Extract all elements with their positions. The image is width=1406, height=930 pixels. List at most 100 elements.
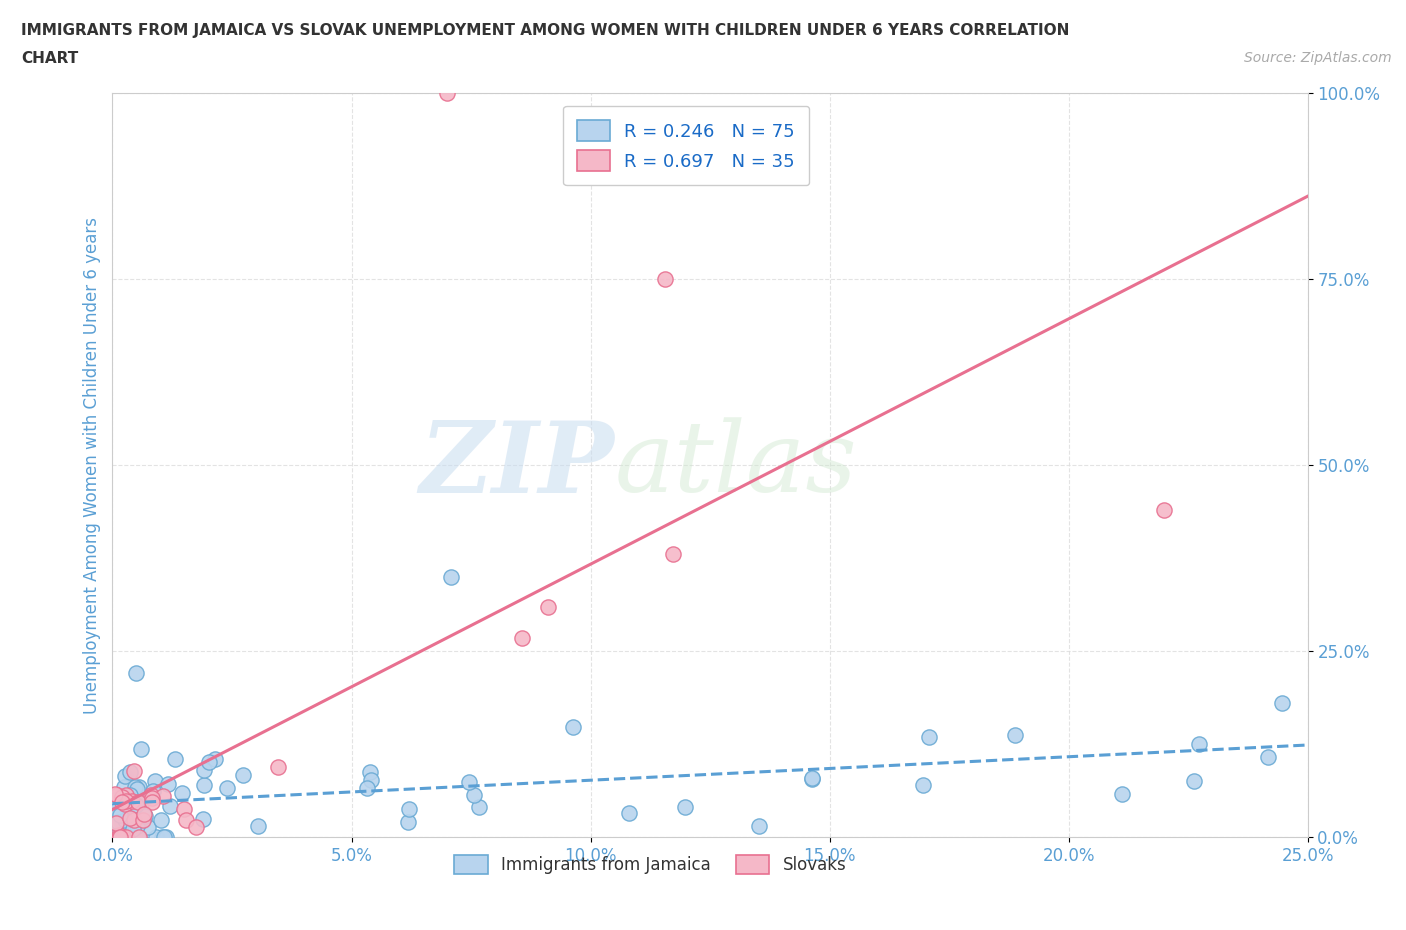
Point [440, 569, 463, 584]
Point [654, 272, 676, 286]
Point [748, 819, 770, 834]
Point [136, 820, 159, 835]
Point [134, 806, 156, 821]
Point [107, 828, 129, 843]
Point [115, 830, 138, 844]
Point [108, 830, 131, 844]
Point [267, 759, 290, 774]
Point [398, 802, 420, 817]
Point [157, 777, 180, 791]
Point [108, 807, 131, 822]
Point [125, 798, 148, 813]
Point [128, 780, 150, 795]
Point [232, 767, 254, 782]
Point [111, 790, 134, 804]
Point [139, 788, 162, 803]
Point [1153, 502, 1175, 517]
Point [436, 86, 458, 100]
Text: CHART: CHART [21, 51, 79, 66]
Point [800, 771, 823, 786]
Point [191, 811, 214, 826]
Point [124, 764, 146, 778]
Point [1188, 737, 1211, 751]
Point [104, 787, 127, 802]
Point [141, 790, 163, 805]
Point [617, 805, 640, 820]
Point [114, 796, 136, 811]
Point [115, 794, 138, 809]
Point [127, 818, 149, 833]
Point [114, 788, 136, 803]
Point [110, 830, 132, 844]
Point [155, 830, 177, 844]
Point [104, 792, 127, 807]
Point [801, 771, 824, 786]
Point [107, 788, 129, 803]
Point [128, 830, 150, 844]
Point [360, 773, 382, 788]
Point [143, 774, 166, 789]
Point [114, 813, 136, 828]
Point [356, 780, 378, 795]
Point [217, 780, 239, 795]
Point [468, 800, 491, 815]
Point [131, 812, 153, 827]
Point [104, 816, 127, 830]
Point [673, 800, 696, 815]
Point [1182, 774, 1205, 789]
Point [396, 815, 419, 830]
Point [127, 830, 149, 844]
Y-axis label: Unemployment Among Women with Children Under 6 years: Unemployment Among Women with Children U… [83, 217, 101, 713]
Point [118, 810, 141, 825]
Point [120, 789, 142, 804]
Point [662, 546, 685, 561]
Point [163, 751, 186, 766]
Point [122, 813, 145, 828]
Point [125, 782, 148, 797]
Point [104, 804, 127, 818]
Point [108, 830, 131, 844]
Point [128, 830, 150, 844]
Point [131, 814, 153, 829]
Point [204, 752, 226, 767]
Point [174, 812, 197, 827]
Point [159, 798, 181, 813]
Point [121, 793, 143, 808]
Point [150, 813, 173, 828]
Point [104, 830, 127, 844]
Point [193, 777, 215, 792]
Point [107, 815, 129, 830]
Point [186, 819, 208, 834]
Point [115, 830, 138, 844]
Point [150, 830, 173, 844]
Point [112, 830, 135, 844]
Point [463, 787, 485, 802]
Point [173, 802, 195, 817]
Point [111, 816, 134, 830]
Point [120, 788, 142, 803]
Point [197, 754, 219, 769]
Point [170, 785, 193, 800]
Point [918, 729, 941, 744]
Point [134, 808, 156, 823]
Text: atlas: atlas [614, 418, 858, 512]
Point [132, 792, 155, 807]
Point [359, 764, 381, 779]
Point [153, 830, 176, 844]
Point [1004, 727, 1026, 742]
Point [114, 779, 136, 794]
Point [562, 720, 585, 735]
Text: Source: ZipAtlas.com: Source: ZipAtlas.com [1244, 51, 1392, 65]
Point [247, 818, 270, 833]
Point [458, 775, 481, 790]
Point [142, 783, 165, 798]
Point [111, 811, 134, 826]
Point [145, 830, 167, 844]
Point [193, 762, 215, 777]
Point [118, 764, 141, 779]
Point [124, 666, 146, 681]
Point [124, 780, 146, 795]
Point [127, 795, 149, 810]
Point [1271, 696, 1294, 711]
Point [129, 741, 152, 756]
